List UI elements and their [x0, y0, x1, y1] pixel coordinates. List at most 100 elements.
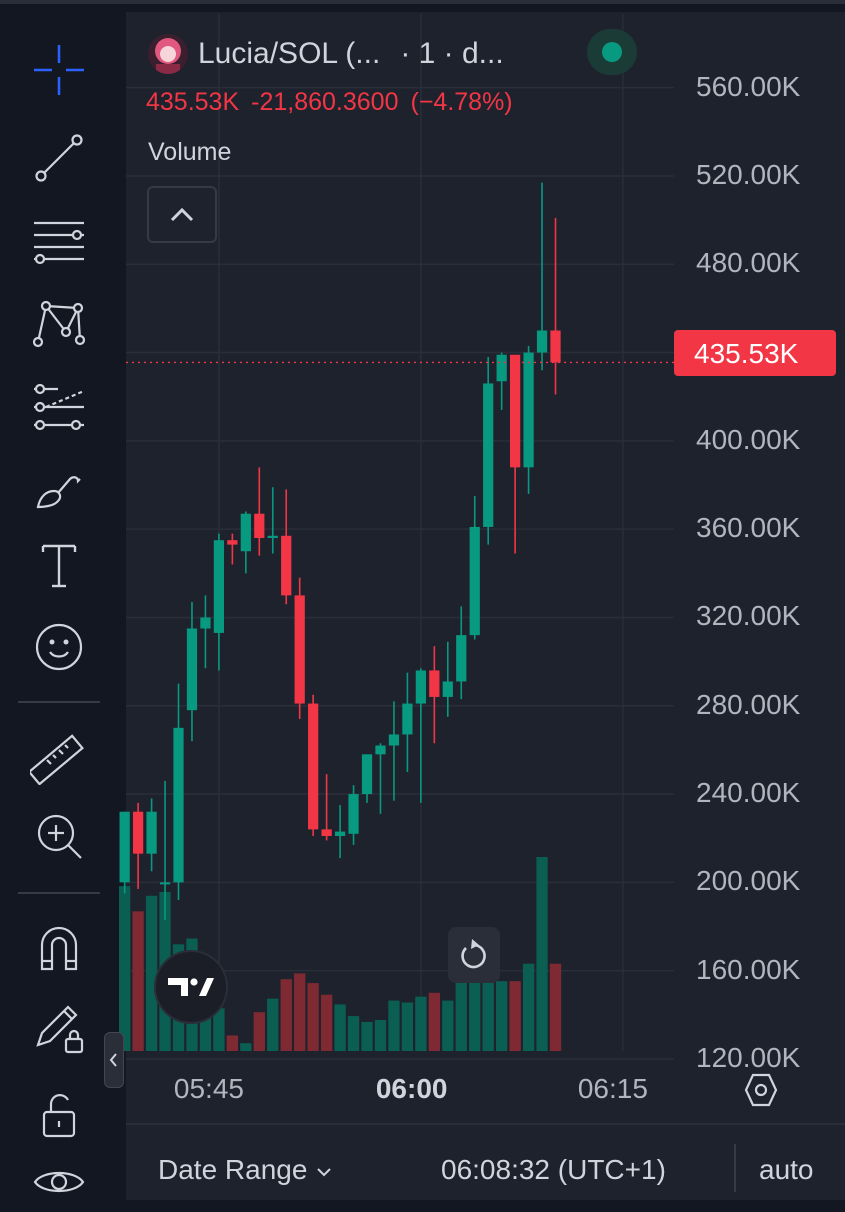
volume-bar: [213, 1008, 225, 1051]
volume-bar: [334, 1004, 346, 1051]
volume-bar: [280, 979, 292, 1051]
volume-bar: [415, 996, 427, 1051]
candle-body: [442, 681, 453, 697]
volume-bar: [442, 1000, 454, 1051]
token-avatar: [148, 34, 188, 74]
time-tick-label: 06:00: [375, 1073, 448, 1104]
magnet-icon[interactable]: [26, 918, 92, 978]
price-tick-label: 200.00K: [696, 865, 801, 897]
candle-body: [469, 526, 480, 636]
price-tick-label: 360.00K: [696, 512, 801, 544]
candle-body: [159, 882, 171, 885]
tradingview-logo-icon: [168, 978, 214, 996]
last-price-tag-text: 435.53K: [694, 338, 799, 369]
lock-drawing-icon[interactable]: [26, 1000, 92, 1060]
crosshair-icon[interactable]: [26, 40, 92, 100]
forecast-icon[interactable]: [26, 378, 92, 438]
reset-chart-button[interactable]: [448, 927, 500, 983]
collapse-indicators-button[interactable]: [147, 186, 217, 243]
volume-bar: [145, 895, 158, 1051]
candle-body: [186, 628, 198, 711]
candle-body: [429, 670, 440, 697]
candle-body: [334, 831, 346, 837]
ruler-icon[interactable]: [26, 726, 92, 786]
volume-bar: [253, 1012, 265, 1051]
candle-body: [146, 811, 157, 854]
candle-body: [294, 595, 305, 704]
interval-label[interactable]: · 1 · d...: [400, 37, 504, 70]
drawing-toolbar: [0, 12, 118, 1200]
clock-timezone[interactable]: 06:08:32 (UTC+1): [441, 1154, 666, 1185]
volume-bar: [294, 973, 306, 1051]
symbol-name[interactable]: Lucia/SOL (...: [198, 37, 381, 70]
chevron-down-icon: [317, 1167, 331, 1177]
candle-body: [267, 535, 278, 538]
price-tick-label: 280.00K: [696, 688, 801, 720]
volume-bar: [428, 992, 440, 1051]
toolbar-separator: [18, 892, 100, 894]
date-range-label: Date Range: [158, 1154, 308, 1185]
time-tick-label: 05:45: [173, 1073, 244, 1104]
candle-body: [523, 352, 534, 468]
candle-body: [496, 354, 507, 382]
date-range-dropdown[interactable]: Date Range: [158, 1154, 333, 1186]
tradingview-logo[interactable]: [154, 950, 228, 1024]
volume-indicator-label[interactable]: Volume: [148, 138, 232, 166]
volume-bar: [401, 1002, 414, 1051]
candle-body: [375, 745, 386, 755]
eye-icon[interactable]: [26, 1152, 92, 1212]
chart-settings-button[interactable]: [744, 1072, 778, 1108]
candle-body: [173, 727, 184, 883]
volume-bar: [240, 1043, 252, 1051]
volume-bar: [482, 961, 494, 1051]
auto-scale-button[interactable]: auto: [759, 1154, 814, 1185]
time-tick-label: 06:15: [577, 1073, 648, 1104]
volume-bar: [267, 998, 279, 1051]
volume-bar: [455, 971, 467, 1051]
candle-body: [402, 703, 413, 735]
text-icon[interactable]: [26, 536, 92, 596]
volume-bar: [469, 930, 481, 1051]
zoom-in-icon[interactable]: [26, 806, 92, 866]
trend-line-icon[interactable]: [26, 128, 92, 188]
toolbar-toggle-button[interactable]: [104, 1032, 124, 1088]
volume-bar: [132, 911, 144, 1051]
toolbar-separator: [18, 701, 100, 703]
price-tick-label: 400.00K: [696, 423, 801, 455]
candle-body: [361, 754, 373, 795]
unlock-icon[interactable]: [26, 1085, 92, 1145]
candle-body: [308, 703, 319, 830]
candle-body: [119, 811, 130, 883]
price-change-row: 435.53K -21,860.3600 (−4.78%): [146, 88, 525, 117]
chevron-left-icon: [109, 1053, 117, 1067]
reset-icon: [461, 939, 486, 969]
volume-bar: [307, 983, 319, 1051]
price-tick-label: 240.00K: [696, 777, 801, 809]
settings-hexagon-icon: [744, 1073, 778, 1107]
fib-lines-icon[interactable]: [26, 212, 92, 272]
price-tick-label: 480.00K: [696, 247, 801, 279]
volume-bar: [549, 963, 562, 1051]
pattern-icon[interactable]: [26, 295, 92, 355]
candle-body: [133, 811, 144, 854]
candle-body: [254, 513, 265, 538]
candle-body: [536, 330, 548, 353]
candle-body: [213, 540, 225, 633]
brush-icon[interactable]: [26, 458, 92, 518]
price-tick-label: 160.00K: [696, 953, 801, 985]
top-border: [0, 0, 845, 4]
candle-body: [281, 535, 292, 596]
last-price-tag: 435.53K: [674, 330, 836, 376]
market-status-icon[interactable]: [587, 29, 637, 75]
volume-bar: [118, 886, 131, 1051]
volume-bar: [522, 963, 535, 1051]
candle-body: [550, 330, 561, 363]
symbol-row[interactable]: Lucia/SOL (... · 1 · d...: [148, 32, 504, 76]
candle-body: [200, 617, 211, 629]
price-tick-label: 120.00K: [696, 1041, 801, 1073]
candle-body: [348, 794, 359, 834]
emoji-icon[interactable]: [26, 617, 92, 677]
price-change: -21,860.3600: [251, 88, 399, 116]
price-tick-label: 320.00K: [696, 600, 801, 632]
candle-body: [415, 670, 426, 704]
